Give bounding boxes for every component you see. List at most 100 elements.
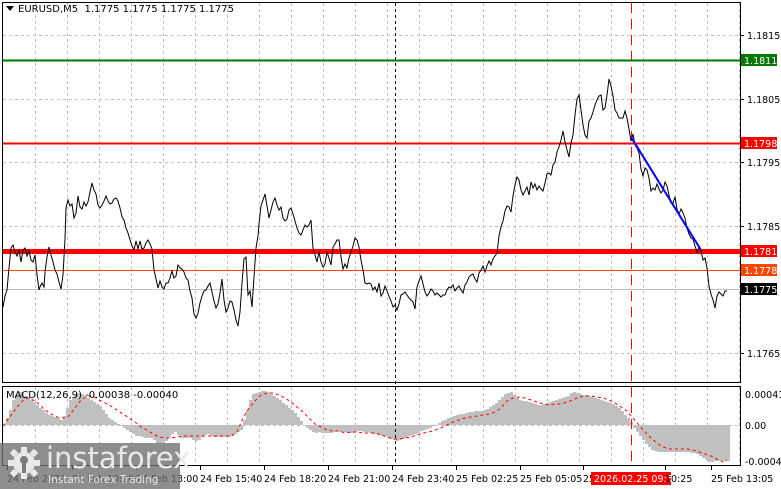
price-axis-label: 1.1765	[747, 349, 780, 360]
macd-histogram-bar	[381, 425, 384, 436]
macd-histogram-bar	[477, 411, 480, 425]
macd-histogram-bar	[39, 408, 42, 425]
time-axis-label: 24 Feb 18:20	[264, 474, 326, 485]
time-axis-label: 25 Feb 02:25	[456, 474, 518, 485]
level-label-bg	[741, 54, 777, 66]
macd-histogram-bar	[336, 425, 339, 431]
macd-histogram-bar	[285, 405, 288, 425]
macd-histogram-bar	[207, 425, 210, 434]
macd-histogram-bar	[216, 425, 219, 437]
macd-histogram-bar	[354, 425, 357, 432]
macd-histogram-bar	[318, 425, 321, 432]
macd-histogram-bar	[201, 425, 204, 437]
macd-histogram-bar	[291, 410, 294, 425]
macd-histogram-bar	[597, 399, 600, 425]
macd-histogram-bar	[198, 425, 201, 440]
macd-histogram-bar	[561, 398, 564, 425]
macd-histogram-bar	[639, 425, 642, 436]
macd-histogram-bar	[327, 425, 330, 433]
time-axis-label: 25 Feb 13:05	[711, 474, 773, 485]
macd-histogram-bar	[234, 425, 237, 434]
macd-histogram-bar	[141, 425, 144, 437]
macd-histogram-bar	[93, 402, 96, 425]
macd-histogram-bar	[465, 413, 468, 425]
macd-histogram-bar	[378, 425, 381, 435]
macd-histogram-bar	[663, 425, 666, 452]
price-line	[2, 78, 727, 327]
macd-histogram-bar	[204, 425, 207, 435]
macd-histogram-bar	[690, 425, 693, 453]
macd-histogram-bar	[366, 425, 369, 432]
macd-histogram-bar	[423, 425, 426, 430]
macd-histogram-bar	[369, 425, 372, 433]
macd-histogram-bar	[132, 425, 135, 434]
macd-histogram-bar	[114, 422, 117, 425]
macd-histogram-bar	[513, 395, 516, 425]
macd-histogram-bar	[471, 412, 474, 425]
macd-histogram-bar	[525, 401, 528, 425]
macd-histogram-bar	[402, 425, 405, 439]
blue-trendline[interactable]	[630, 136, 702, 251]
macd-histogram-bar	[357, 425, 360, 431]
macd-histogram-bar	[594, 398, 597, 425]
time-axis-label: 10:25	[665, 474, 692, 485]
macd-histogram-bar	[279, 400, 282, 425]
macd-histogram-bar	[654, 425, 657, 451]
macd-histogram-bar	[363, 425, 366, 432]
macd-histogram-bar	[231, 425, 234, 436]
dropdown-triangle-icon[interactable]	[6, 6, 14, 11]
macd-histogram-bar	[399, 425, 402, 440]
macd-histogram-bar	[75, 394, 78, 425]
macd-histogram-bar	[222, 425, 225, 437]
level-label-bg	[741, 245, 777, 257]
macd-histogram-bar	[255, 393, 258, 425]
macd-histogram-bar	[558, 399, 561, 425]
macd-histogram-bar	[177, 425, 180, 435]
macd-histogram-bar	[237, 425, 240, 432]
macd-histogram-bar	[375, 425, 378, 434]
macd-histogram-bar	[45, 413, 48, 425]
macd-histogram-bar	[243, 420, 246, 425]
macd-histogram-bar	[384, 425, 387, 436]
macd-histogram-bar	[564, 397, 567, 425]
macd-histogram-bar	[264, 391, 267, 425]
macd-histogram-bar	[615, 406, 618, 425]
macd-histogram-bar	[150, 425, 153, 438]
macd-histogram-bar	[582, 395, 585, 425]
macd-histogram-bar	[51, 416, 54, 425]
macd-histogram-bar	[447, 418, 450, 425]
main-chart-frame	[2, 2, 741, 383]
price-axis-label: 1.1805	[747, 95, 780, 106]
macd-histogram-bar	[660, 425, 663, 452]
macd-histogram-bar	[516, 398, 519, 425]
macd-histogram-bar	[501, 397, 504, 425]
time-axis-label: 25	[583, 474, 595, 485]
macd-axis-label: 0.00	[745, 421, 766, 432]
macd-histogram-bar	[540, 405, 543, 425]
macd-histogram-bar	[576, 393, 579, 425]
macd-histogram-bar	[519, 400, 522, 425]
macd-histogram-bar	[162, 425, 165, 444]
gear-logo-icon	[8, 447, 40, 479]
macd-histogram-bar	[258, 392, 261, 425]
macd-histogram-bar	[681, 425, 684, 452]
macd-histogram-bar	[531, 403, 534, 425]
level-label-bg	[741, 137, 777, 149]
macd-histogram-bar	[510, 392, 513, 425]
macd-indicator	[2, 391, 730, 463]
macd-histogram-bar	[246, 410, 249, 425]
horizontal-levels[interactable]	[3, 59, 740, 290]
macd-histogram-bar	[555, 400, 558, 425]
macd-histogram-bar	[390, 425, 393, 439]
macd-histogram-bar	[90, 400, 93, 425]
macd-histogram-bar	[15, 395, 18, 425]
macd-histogram-bar	[42, 410, 45, 425]
macd-histogram-bar	[210, 425, 213, 436]
macd-histogram-bar	[429, 425, 432, 428]
macd-histogram-bar	[435, 425, 438, 426]
macd-histogram-bar	[441, 421, 444, 425]
macd-histogram-bar	[270, 394, 273, 425]
macd-histogram-bar	[717, 425, 720, 461]
level-label-text: 1.1775	[744, 285, 777, 296]
